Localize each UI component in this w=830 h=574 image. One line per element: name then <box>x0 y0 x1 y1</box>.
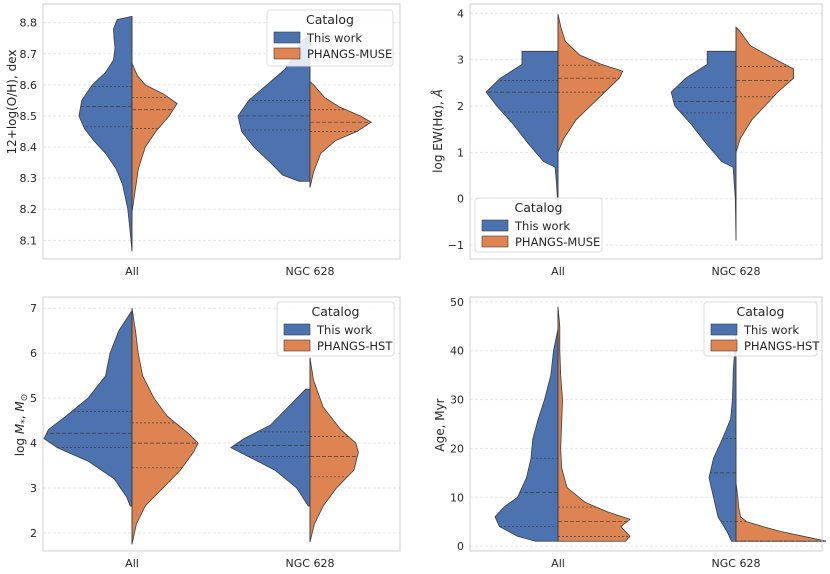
x-tick-label: All <box>551 557 565 570</box>
y-tick-label: 3 <box>457 54 464 67</box>
x-tick-label: NGC 628 <box>712 265 761 278</box>
axes-frame <box>469 296 823 552</box>
ylabel: 12+log(O/H), dex <box>5 49 19 154</box>
ylabel: log EW(Hα), Å <box>430 89 445 173</box>
panel-ew: −1 0 1 2 3 4 All NGC 628 log EW(Hα), Å Catalog T… <box>430 3 823 278</box>
legend-title: Catalog <box>306 12 354 27</box>
y-tick-label: 8.3 <box>20 172 38 185</box>
legend-label: This work <box>514 219 570 233</box>
legend: Catalog This work PHANGS-HST <box>276 301 395 357</box>
y-tick-label: 10 <box>450 491 464 504</box>
legend-swatch <box>481 219 509 232</box>
legend-swatch <box>710 323 738 336</box>
violin-left <box>494 328 559 542</box>
legend-label: PHANGS-MUSE <box>307 47 392 61</box>
y-tick-label: −1 <box>448 239 464 252</box>
legend-swatch <box>273 47 301 60</box>
y-tick-label: 6 <box>30 347 37 360</box>
x-tick-label: All <box>551 265 565 278</box>
legend-title: Catalog <box>311 304 359 319</box>
y-tick-label: 0 <box>457 540 464 553</box>
y-tick-label: 5 <box>30 392 37 405</box>
x-tick-label: All <box>125 557 139 570</box>
y-tick-label: 2 <box>457 100 464 113</box>
x-tick-label: All <box>125 265 139 278</box>
y-tick-label: 20 <box>450 442 464 455</box>
y-tick-label: 1 <box>457 146 464 159</box>
legend: Catalog This work PHANGS-MUSE <box>474 197 603 253</box>
axes-frame <box>42 296 401 552</box>
y-tick-label: 8.1 <box>20 234 38 247</box>
y-tick-label: 7 <box>30 302 37 315</box>
ylabel: Age, Myr <box>433 398 447 451</box>
ylabel: log M*, M⊙ <box>13 394 30 457</box>
y-tick-label: 0 <box>457 193 464 206</box>
y-tick-label: 3 <box>30 482 37 495</box>
violin-left <box>485 50 559 209</box>
legend: Catalog This work PHANGS-MUSE <box>266 9 394 67</box>
legend-label: PHANGS-HST <box>317 339 393 353</box>
violin-left <box>708 331 737 542</box>
y-tick-label: 8.2 <box>20 203 38 216</box>
violin-right <box>309 357 359 543</box>
panel-mass: 2 3 4 5 6 7 All NGC 628 log M*, M⊙ Catalog This … <box>13 296 401 570</box>
violin-right <box>735 26 794 153</box>
violin-left <box>670 50 737 241</box>
y-tick-label: 8.7 <box>20 48 38 61</box>
violin-right <box>557 14 624 153</box>
violin-left <box>230 388 311 507</box>
violin-right <box>557 306 631 542</box>
legend-title: Catalog <box>736 304 784 319</box>
y-tick-label: 30 <box>450 394 464 407</box>
y-tick-label: 8.6 <box>20 79 38 92</box>
x-tick-label: NGC 628 <box>286 265 335 278</box>
x-tick-label: NGC 628 <box>286 557 335 570</box>
violin-right <box>131 62 178 213</box>
legend-label: PHANGS-HST <box>744 339 820 353</box>
axes-frame <box>42 3 401 260</box>
violin-left <box>43 309 133 507</box>
legend-label: This work <box>306 31 362 45</box>
y-tick-label: 4 <box>30 437 37 450</box>
violin-right <box>131 308 199 545</box>
y-tick-label: 8.4 <box>20 141 38 154</box>
y-tick-label: 2 <box>30 527 37 540</box>
legend-label: This work <box>316 323 372 337</box>
violin-left <box>78 15 133 252</box>
y-tick-label: 4 <box>457 7 464 20</box>
legend-swatch <box>273 31 301 44</box>
legend-label: This work <box>743 323 799 337</box>
legend-swatch <box>283 339 311 352</box>
panel-oh: 8.1 8.2 8.3 8.4 8.5 8.6 8.7 8.8 All NGC 628 12+lo… <box>5 3 401 278</box>
y-tick-label: 40 <box>450 345 464 358</box>
y-tick-label: 8.5 <box>20 110 38 123</box>
legend-title: Catalog <box>514 200 562 215</box>
legend-swatch <box>283 323 311 336</box>
violin-right <box>309 80 372 188</box>
y-tick-label: 8.8 <box>20 17 38 30</box>
legend: Catalog This work PHANGS-HST <box>703 301 820 357</box>
violin-right <box>735 482 827 542</box>
axes-frame <box>469 3 823 260</box>
panel-age: 0 10 20 30 40 50 All NGC 628 Age, Myr Catalog Th… <box>433 296 827 570</box>
legend-swatch <box>481 235 509 248</box>
y-tick-label: 50 <box>450 296 464 309</box>
x-tick-label: NGC 628 <box>712 557 761 570</box>
legend-swatch <box>710 339 738 352</box>
legend-label: PHANGS-MUSE <box>515 235 600 249</box>
